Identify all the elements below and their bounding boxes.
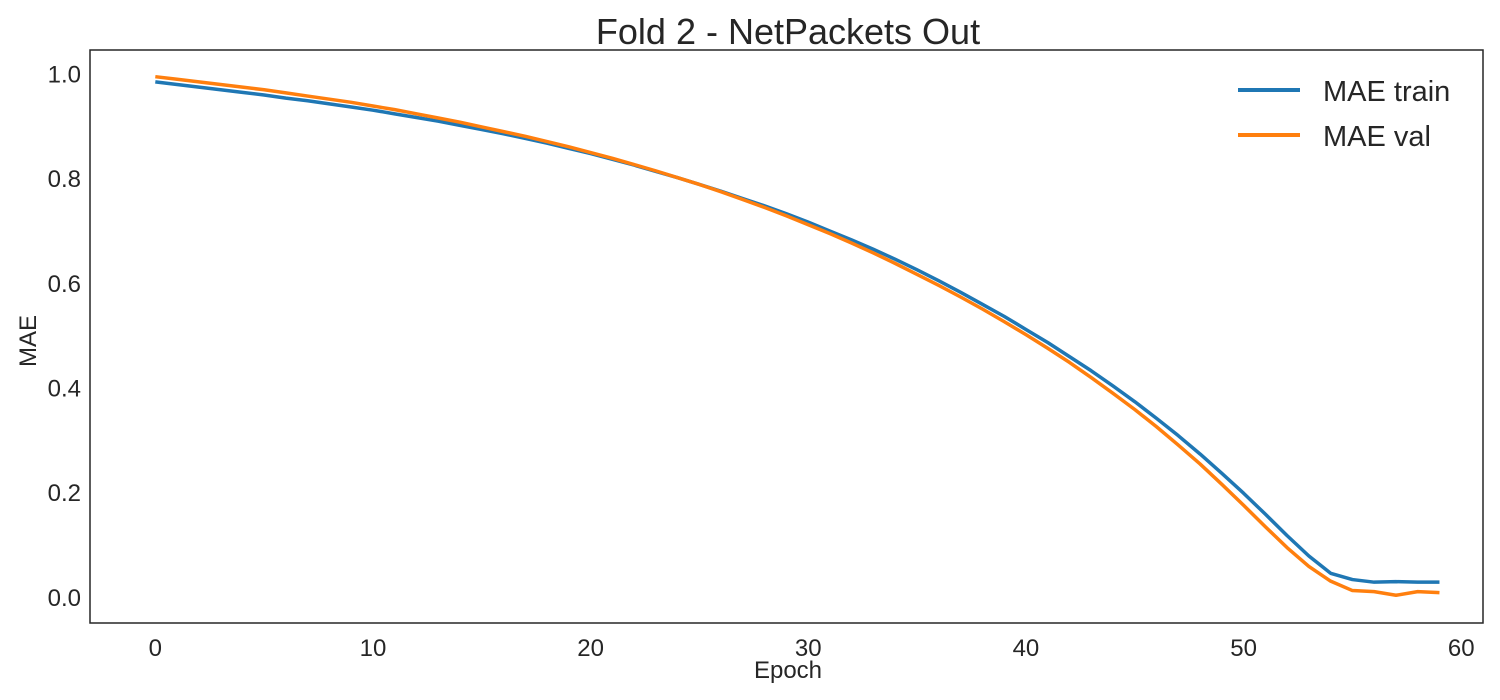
legend: MAE train MAE val — [1238, 76, 1450, 153]
x-tick-label: 40 — [1013, 635, 1040, 662]
x-tick-label: 50 — [1230, 635, 1257, 662]
y-axis-label: MAE — [15, 315, 42, 367]
x-tick-label: 60 — [1448, 635, 1475, 662]
x-tick-label: 20 — [577, 635, 604, 662]
series-line-val — [155, 74, 1440, 598]
y-tick-label: 1.0 — [48, 62, 81, 89]
legend-label-train: MAE train — [1323, 76, 1450, 108]
chart-title: Fold 2 - NetPackets Out — [596, 11, 980, 52]
y-axis-ticks: 0.0 0.2 0.4 0.6 0.8 1.0 — [48, 62, 81, 612]
plot-frame — [89, 49, 1484, 624]
x-tick-label: 0 — [149, 635, 162, 662]
y-tick-label: 0.6 — [48, 271, 81, 298]
legend-label-val: MAE val — [1323, 121, 1431, 153]
x-axis-ticks: 0 10 20 30 40 50 60 — [149, 635, 1475, 662]
x-axis-label: Epoch — [754, 657, 822, 684]
series-line-train — [155, 80, 1440, 584]
x-tick-label: 10 — [360, 635, 387, 662]
x-tick-label: 30 — [795, 635, 822, 662]
y-tick-label: 0.0 — [48, 585, 81, 612]
y-tick-label: 0.2 — [48, 480, 81, 507]
y-tick-label: 0.8 — [48, 166, 81, 193]
series-lines — [155, 74, 1440, 598]
y-tick-label: 0.4 — [48, 376, 81, 403]
